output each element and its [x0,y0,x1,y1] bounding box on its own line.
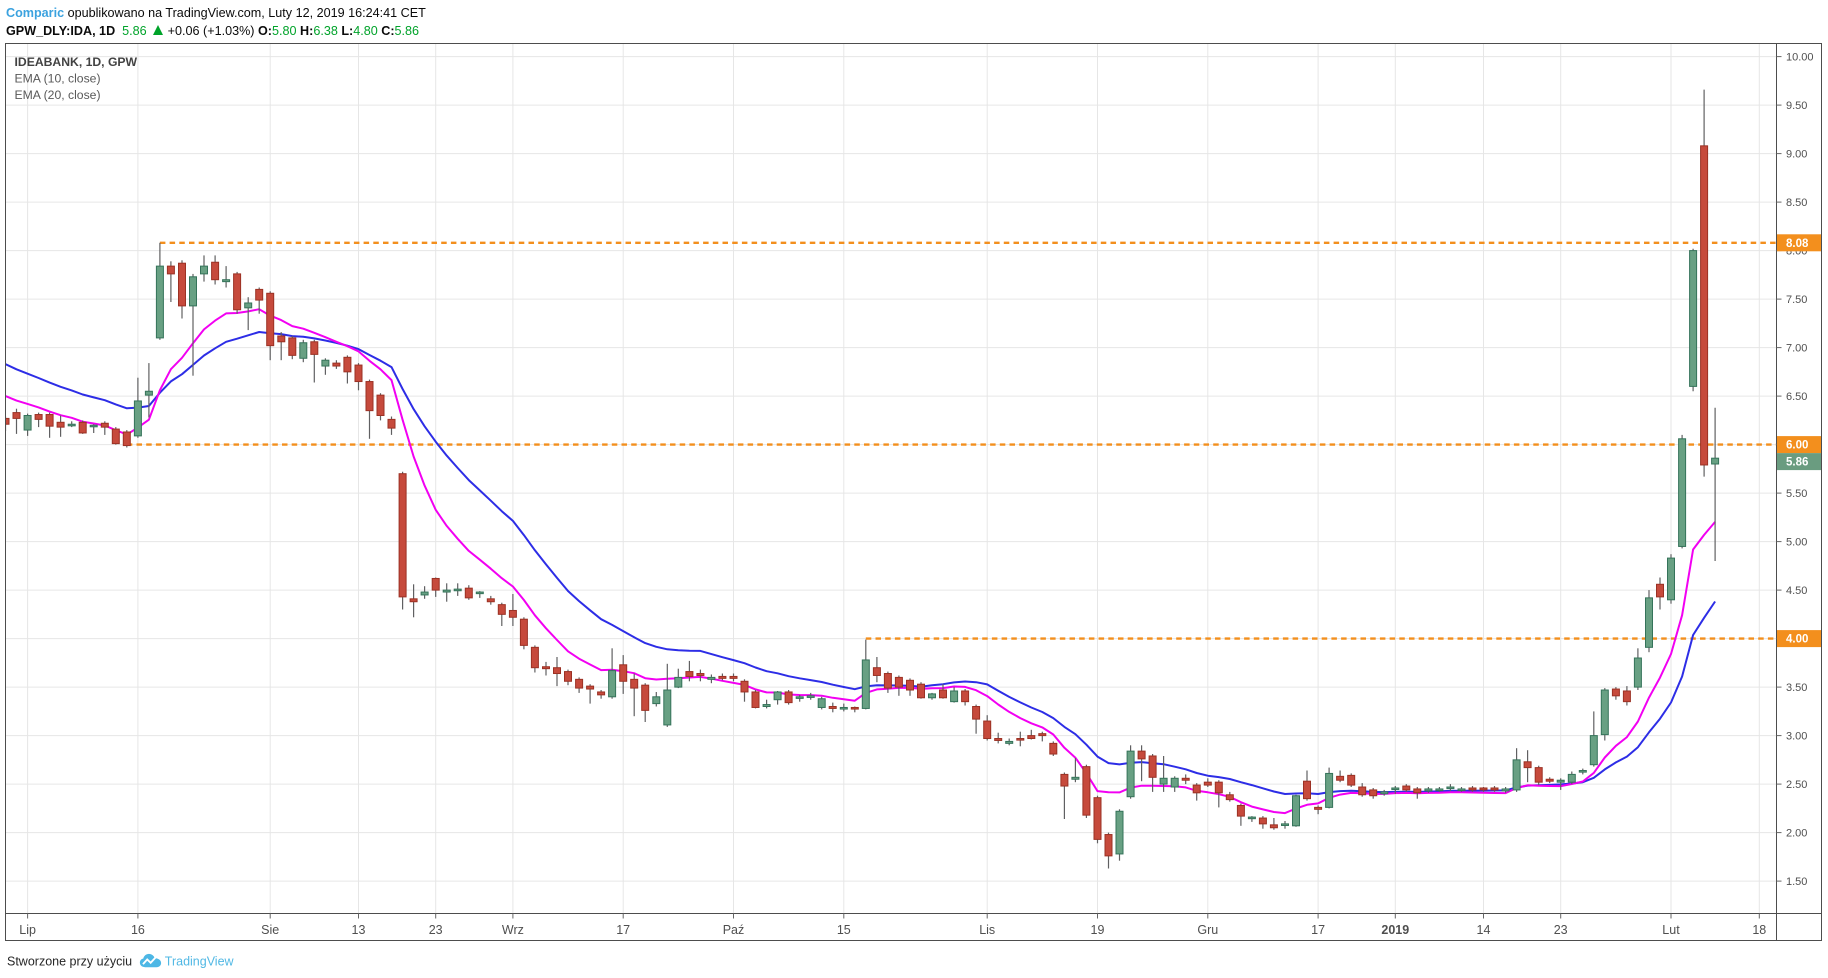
svg-text:6.50: 6.50 [1786,391,1807,403]
svg-text:23: 23 [429,923,443,937]
svg-text:4.50: 4.50 [1786,585,1807,597]
svg-text:10.00: 10.00 [1786,52,1814,64]
svg-text:6.00: 6.00 [1786,440,1808,452]
svg-text:Wrz: Wrz [502,923,524,937]
svg-text:17: 17 [616,923,630,937]
svg-text:13: 13 [352,923,366,937]
svg-text:2019: 2019 [1381,923,1409,937]
svg-text:Gru: Gru [1197,923,1218,937]
svg-text:Sie: Sie [261,923,279,937]
svg-text:Lut: Lut [1662,923,1680,937]
svg-text:2.00: 2.00 [1786,828,1807,840]
svg-text:5.86: 5.86 [1786,457,1808,469]
svg-text:IDEABANK, 1D, GPW: IDEABANK, 1D, GPW [15,55,138,69]
svg-text:16: 16 [131,923,145,937]
svg-text:7.50: 7.50 [1786,294,1807,306]
svg-text:8.08: 8.08 [1786,238,1809,250]
svg-text:4.00: 4.00 [1786,634,1808,646]
svg-text:3.00: 3.00 [1786,731,1807,743]
svg-text:1.50: 1.50 [1786,876,1807,888]
svg-text:2.50: 2.50 [1786,779,1807,791]
svg-text:Paź: Paź [723,923,745,937]
svg-text:18: 18 [1752,923,1766,937]
svg-text:8.50: 8.50 [1786,197,1807,209]
svg-text:Lis: Lis [979,923,995,937]
svg-text:14: 14 [1477,923,1491,937]
svg-text:5.00: 5.00 [1786,537,1807,549]
svg-text:9.00: 9.00 [1786,149,1807,161]
svg-text:5.50: 5.50 [1786,488,1807,500]
svg-text:EMA (20, close): EMA (20, close) [15,88,101,102]
svg-text:7.00: 7.00 [1786,343,1807,355]
svg-text:19: 19 [1091,923,1105,937]
svg-text:3.50: 3.50 [1786,682,1807,694]
svg-text:Lip: Lip [19,923,36,937]
svg-text:EMA (10, close): EMA (10, close) [15,72,101,86]
svg-text:15: 15 [837,923,851,937]
svg-text:17: 17 [1311,923,1325,937]
svg-text:9.50: 9.50 [1786,100,1807,112]
svg-text:23: 23 [1554,923,1568,937]
